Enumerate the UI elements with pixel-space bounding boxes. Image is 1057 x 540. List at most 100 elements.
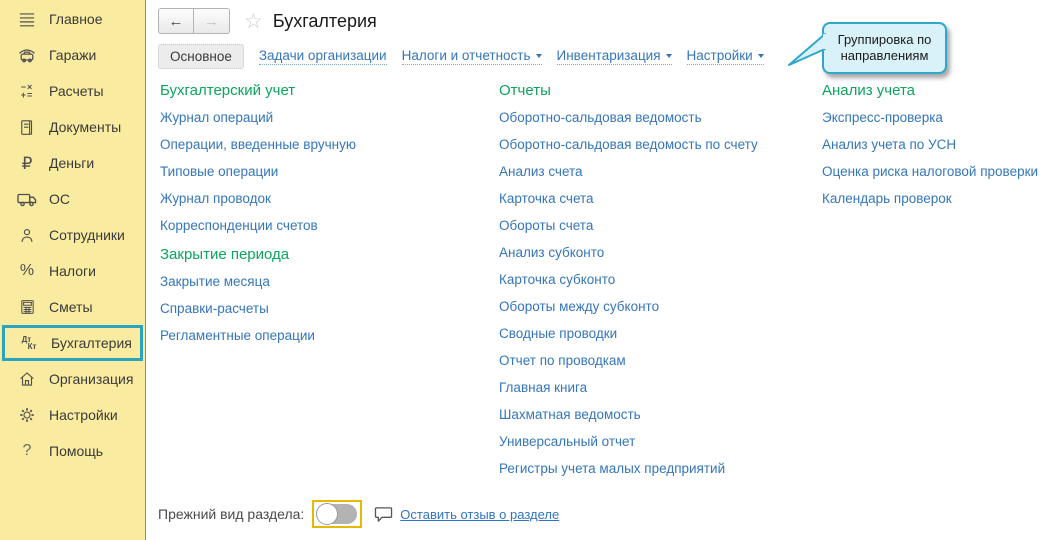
command-link[interactable]: Журнал операций	[160, 110, 274, 125]
toggle-knob	[316, 503, 339, 525]
toggle-track	[316, 503, 358, 525]
feedback-link[interactable]: Оставить отзыв о разделе	[400, 506, 560, 522]
section-отчеты: Отчеты Оборотно-сальдовая ведомость Оборот…	[499, 82, 819, 476]
sidebar-item-расчеты[interactable]: −× += Расчеты	[0, 73, 145, 109]
calculator-icon	[12, 298, 42, 316]
gear-icon	[12, 406, 42, 424]
tooltip-tail	[788, 33, 826, 66]
command-link[interactable]: Отчет по проводкам	[499, 353, 626, 368]
sidebar-item-сметы[interactable]: Сметы	[0, 289, 145, 325]
truck-icon	[12, 190, 42, 208]
calculations-icon: −× +=	[20, 82, 34, 100]
command-link[interactable]: Оборотно-сальдовая ведомость по счету	[499, 137, 758, 152]
back-button[interactable]: ←	[158, 8, 194, 34]
command-link[interactable]: Анализ учета по УСН	[822, 137, 957, 152]
sidebar-item-label: Настройки	[49, 407, 118, 423]
command-link[interactable]: Регламентные операции	[160, 328, 315, 343]
tab-задачи-организации[interactable]: Задачи организации	[258, 48, 387, 65]
feedback-bubble-icon	[374, 506, 393, 523]
forward-button[interactable]: →	[194, 8, 230, 34]
column-analysis: Анализ учета Экспресс-проверка Анализ учет…	[822, 82, 1052, 219]
sidebar-item-деньги[interactable]: ₽ Деньги	[0, 145, 145, 181]
sidebar-item-label: Организация	[49, 371, 134, 387]
command-link[interactable]: Карточка субконто	[499, 272, 616, 287]
menu-icon	[12, 10, 42, 29]
chevron-down-icon	[535, 54, 542, 59]
person-icon	[12, 226, 42, 245]
tooltip-text: Группировка по направлениям	[837, 32, 932, 63]
command-link[interactable]: Карточка счета	[499, 191, 594, 206]
sidebar-item-label: Документы	[49, 119, 122, 135]
tab-инвентаризация[interactable]: Инвентаризация	[556, 48, 672, 65]
command-link[interactable]: Журнал проводок	[160, 191, 271, 206]
command-link[interactable]: Экспресс-проверка	[822, 110, 943, 125]
favorite-star-icon[interactable]: ☆	[244, 9, 263, 33]
command-link[interactable]: Анализ счета	[499, 164, 583, 179]
sidebar-item-сотрудники[interactable]: Сотрудники	[0, 217, 145, 253]
tab-налоги-и-отчетность[interactable]: Налоги и отчетность	[401, 48, 542, 65]
command-link[interactable]: Универсальный отчет	[499, 434, 636, 449]
section-footer: Прежний вид раздела: Оставить отзыв о ра…	[158, 500, 559, 528]
legacy-view-toggle[interactable]	[312, 500, 363, 528]
command-link[interactable]: Закрытие месяца	[160, 274, 270, 289]
command-link[interactable]: Анализ субконто	[499, 245, 605, 260]
command-link[interactable]: Справки-расчеты	[160, 301, 269, 316]
percent-icon: %	[19, 262, 35, 279]
ruble-icon: ₽	[21, 153, 33, 173]
page-title: Бухгалтерия	[272, 10, 377, 31]
sidebar-item-организация[interactable]: Организация	[0, 361, 145, 397]
command-link[interactable]: Обороты счета	[499, 218, 594, 233]
sidebar-item-label: Бухгалтерия	[51, 335, 132, 351]
sidebar-item-label: Расчеты	[49, 83, 104, 99]
command-link[interactable]: Регистры учета малых предприятий	[499, 461, 726, 476]
command-link[interactable]: Календарь проверок	[822, 191, 952, 206]
legacy-view-label: Прежний вид раздела:	[158, 506, 305, 522]
garage-icon	[12, 45, 42, 65]
sidebar-item-label: Деньги	[49, 155, 95, 171]
chevron-down-icon	[665, 54, 672, 59]
documents-icon	[12, 118, 42, 137]
section-закрытие-периода: Закрытие периода Закрытие месяца Справки-р…	[160, 246, 485, 343]
sidebar-item-гаражи[interactable]: Гаражи	[0, 37, 145, 73]
sidebar-item-label: Гаражи	[49, 47, 97, 63]
sidebar-item-label: Налоги	[49, 263, 96, 279]
sidebar-item-label: ОС	[49, 191, 70, 207]
section-sidebar: Главное Гаражи −× += Расчеты Документы ₽ Деньги…	[0, 0, 146, 540]
sidebar-item-главное[interactable]: Главное	[0, 1, 145, 37]
tooltip-callout: Группировка по направлениям	[788, 22, 947, 74]
command-link[interactable]: Главная книга	[499, 380, 588, 395]
section-title: Бухгалтерский учет	[160, 82, 296, 99]
sidebar-item-label: Сметы	[49, 299, 93, 315]
column-reports: Отчеты Оборотно-сальдовая ведомость Оборот…	[499, 82, 819, 489]
section-tabs: Основное Задачи организации Налоги и отчет…	[158, 44, 764, 69]
column-accounting: Бухгалтерский учет Журнал операций Операци…	[160, 82, 485, 356]
sidebar-item-label: Помощь	[49, 443, 104, 459]
command-link[interactable]: Операции, введенные вручную	[160, 137, 356, 152]
command-link[interactable]: Сводные проводки	[499, 326, 618, 341]
section-title: Анализ учета	[822, 82, 916, 99]
command-link[interactable]: Корреспонденции счетов	[160, 218, 318, 233]
command-link[interactable]: Обороты между субконто	[499, 299, 660, 314]
sidebar-item-label: Главное	[49, 11, 103, 27]
top-toolbar: ← → ☆ Бухгалтерия	[158, 8, 377, 34]
help-icon: ?	[22, 442, 32, 459]
sidebar-item-налоги[interactable]: % Налоги	[0, 253, 145, 289]
command-link[interactable]: Шахматная ведомость	[499, 407, 641, 422]
tab-настройки[interactable]: Настройки	[686, 48, 764, 65]
dt-kt-icon: Дт Кт	[21, 335, 37, 351]
command-link[interactable]: Типовые операции	[160, 164, 279, 179]
sidebar-item-ос[interactable]: ОС	[0, 181, 145, 217]
sidebar-item-документы[interactable]: Документы	[0, 109, 145, 145]
section-title: Отчеты	[499, 82, 551, 99]
command-link[interactable]: Оборотно-сальдовая ведомость	[499, 110, 702, 125]
sidebar-item-помощь[interactable]: ? Помощь	[0, 433, 145, 469]
home-icon	[12, 370, 42, 388]
command-link[interactable]: Оценка риска налоговой проверки	[822, 164, 1039, 179]
section-title: Закрытие периода	[160, 246, 290, 263]
sidebar-item-бухгалтерия[interactable]: Дт Кт Бухгалтерия	[2, 325, 143, 361]
tab-основное[interactable]: Основное	[158, 44, 244, 69]
section-бухгалтерский-учет: Бухгалтерский учет Журнал операций Операци…	[160, 82, 485, 233]
sidebar-item-настройки[interactable]: Настройки	[0, 397, 145, 433]
chevron-down-icon	[757, 54, 764, 59]
